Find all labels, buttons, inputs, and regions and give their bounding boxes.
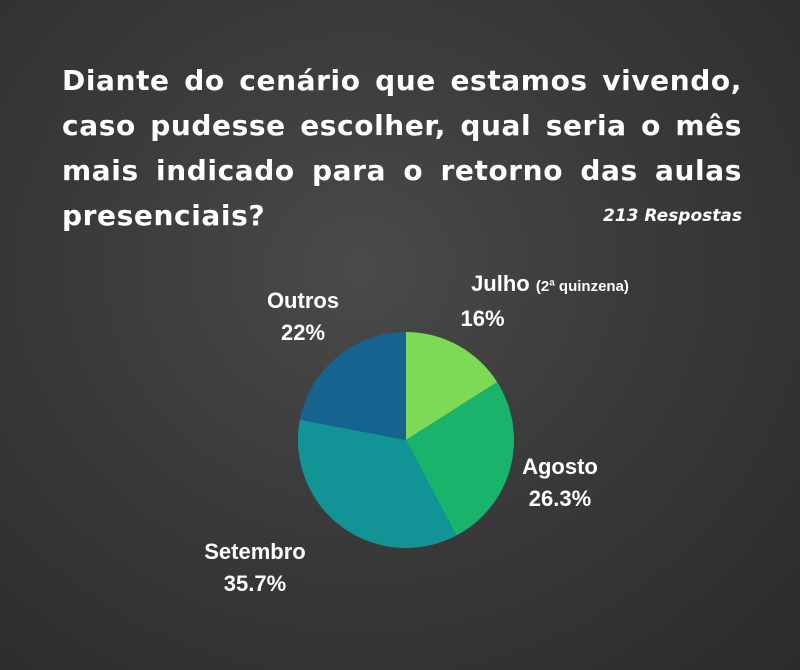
slice-label-agosto: Agosto 26.3% <box>505 451 615 515</box>
slice-value: 35.7% <box>223 571 287 596</box>
slice-value: 22% <box>280 320 326 345</box>
pie-slice-agosto <box>406 382 515 536</box>
slice-label-setembro: Setembro 35.7% <box>180 536 330 600</box>
slice-value: 26.3% <box>528 486 592 511</box>
slice-name: Julho <box>471 271 530 296</box>
pie-slice-outros <box>299 332 406 440</box>
slice-label-julho: Julho (2ª quinzena) 16% <box>440 268 660 335</box>
responses-count: 213 Respostas <box>603 206 742 226</box>
pie-slice-setembro <box>297 419 457 548</box>
slice-label-outros: Outros 22% <box>248 285 358 349</box>
slice-name: Setembro <box>204 539 306 564</box>
slice-value: 16% <box>460 306 505 331</box>
question-title: Diante do cenário que estamos vivendo, c… <box>62 64 742 232</box>
slice-name: Outros <box>266 288 340 313</box>
pie-slice-julho <box>406 332 498 440</box>
slice-sublabel: (2ª quinzena) <box>535 278 629 295</box>
slice-name: Agosto <box>522 454 598 479</box>
